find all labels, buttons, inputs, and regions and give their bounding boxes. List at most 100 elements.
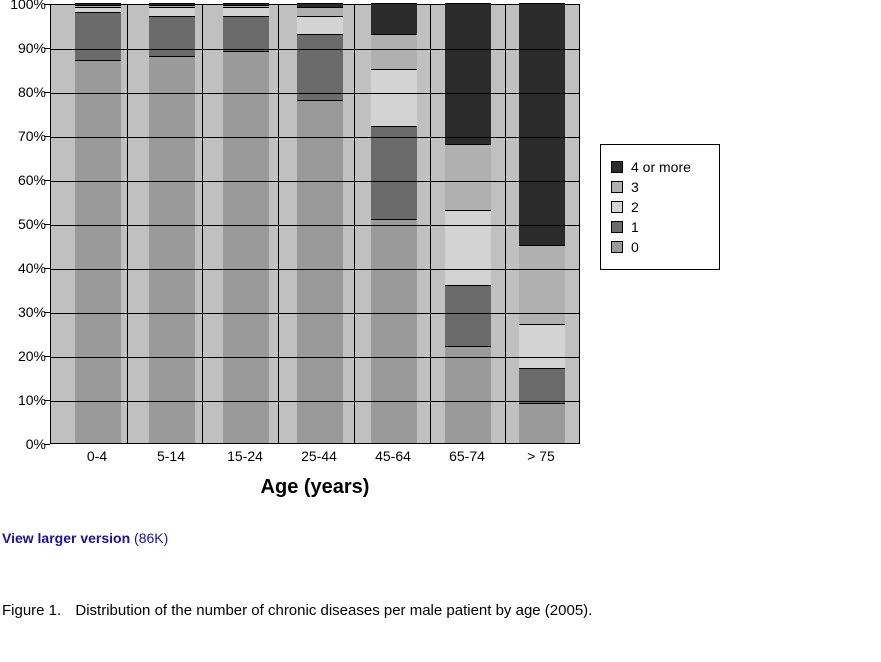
- y-tick-label: 30%: [10, 304, 46, 320]
- y-tick-mark: [44, 268, 50, 269]
- bar-segment: [223, 51, 269, 443]
- view-larger-size: (86K): [134, 530, 168, 546]
- y-tick-mark: [44, 312, 50, 313]
- legend-item: 3: [611, 179, 705, 195]
- bar-group: [519, 3, 565, 443]
- bar-segment: [223, 7, 269, 16]
- grid-line: [51, 93, 579, 94]
- x-tick-label: 65-74: [449, 448, 485, 464]
- legend-label: 2: [631, 199, 639, 215]
- x-tick-label: > 75: [527, 448, 555, 464]
- y-tick-label: 20%: [10, 348, 46, 364]
- bar-group: [297, 3, 343, 443]
- legend-swatch: [611, 221, 623, 233]
- bar-segment: [75, 5, 121, 7]
- bar-group: [445, 3, 491, 443]
- bar-segment: [223, 16, 269, 51]
- y-tick-label: 60%: [10, 172, 46, 188]
- legend-swatch: [611, 241, 623, 253]
- y-tick-mark: [44, 356, 50, 357]
- bar-segment: [297, 16, 343, 34]
- grid-line: [51, 357, 579, 358]
- x-tick-label: 25-44: [301, 448, 337, 464]
- figure-caption-text: Distribution of the number of chronic di…: [75, 602, 592, 619]
- y-tick-mark: [44, 180, 50, 181]
- bar-segment: [223, 5, 269, 7]
- y-tick-mark: [44, 444, 50, 445]
- y-tick-mark: [44, 4, 50, 5]
- x-tick-label: 15-24: [227, 448, 263, 464]
- y-tick-label: 80%: [10, 84, 46, 100]
- grid-line: [51, 225, 579, 226]
- grid-line: [51, 401, 579, 402]
- legend-item: 4 or more: [611, 159, 705, 175]
- y-tick-label: 50%: [10, 216, 46, 232]
- bar-segment: [371, 3, 417, 34]
- y-tick-mark: [44, 400, 50, 401]
- bar-segment: [371, 126, 417, 218]
- y-tick-label: 90%: [10, 40, 46, 56]
- y-tick-label: 40%: [10, 260, 46, 276]
- grid-line: [51, 137, 579, 138]
- bar-segment: [297, 100, 343, 443]
- bar-segment: [371, 34, 417, 69]
- plot-area: [50, 4, 580, 444]
- legend-label: 4 or more: [631, 159, 691, 175]
- view-larger-link[interactable]: View larger version: [2, 530, 130, 546]
- bar-segment: [519, 403, 565, 443]
- bar-group: [223, 3, 269, 443]
- bar-segment: [519, 324, 565, 368]
- chart-container: Percentage male patients (%) Age (years)…: [0, 0, 725, 510]
- bar-group: [75, 3, 121, 443]
- bar-segment: [149, 3, 195, 5]
- figure-label: Figure 1.: [2, 602, 61, 619]
- bar-group: [149, 3, 195, 443]
- bar-segment: [149, 5, 195, 7]
- bar-segment: [445, 3, 491, 144]
- bar-segment: [445, 346, 491, 443]
- y-tick-mark: [44, 224, 50, 225]
- bar-segment: [445, 210, 491, 285]
- legend: 4 or more 3 2 1 0: [600, 144, 720, 270]
- bar-segment: [519, 368, 565, 403]
- bar-segment: [75, 60, 121, 443]
- bar-segment: [75, 12, 121, 60]
- y-tick-label: 0%: [10, 436, 46, 452]
- legend-label: 3: [631, 179, 639, 195]
- grid-line: [51, 49, 579, 50]
- legend-swatch: [611, 161, 623, 173]
- view-larger-link-row: View larger version (86K): [2, 530, 168, 546]
- bar-segment: [149, 56, 195, 443]
- bar-segment: [75, 7, 121, 11]
- y-tick-mark: [44, 48, 50, 49]
- grid-line: [51, 313, 579, 314]
- bar-segment: [519, 3, 565, 245]
- x-axis-label: Age (years): [50, 476, 580, 499]
- y-tick-mark: [44, 92, 50, 93]
- y-tick-label: 70%: [10, 128, 46, 144]
- figure-caption: Figure 1. Distribution of the number of …: [2, 602, 592, 619]
- legend-item: 0: [611, 239, 705, 255]
- legend-label: 1: [631, 219, 639, 235]
- bar-segment: [445, 285, 491, 347]
- legend-label: 0: [631, 239, 639, 255]
- legend-item: 2: [611, 199, 705, 215]
- bar-segment: [149, 7, 195, 16]
- legend-swatch: [611, 181, 623, 193]
- bar-segment: [297, 34, 343, 100]
- bar-segment: [223, 3, 269, 5]
- grid-line: [51, 181, 579, 182]
- bar-segment: [445, 144, 491, 210]
- bar-segment: [371, 219, 417, 443]
- y-tick-label: 10%: [10, 392, 46, 408]
- x-tick-label: 5-14: [157, 448, 185, 464]
- y-tick-label: 100%: [10, 0, 46, 12]
- bar-segment: [371, 69, 417, 126]
- legend-swatch: [611, 201, 623, 213]
- grid-line: [51, 269, 579, 270]
- y-tick-mark: [44, 136, 50, 137]
- bar-segment: [75, 3, 121, 5]
- bar-segment: [297, 7, 343, 16]
- legend-item: 1: [611, 219, 705, 235]
- bar-segment: [297, 3, 343, 7]
